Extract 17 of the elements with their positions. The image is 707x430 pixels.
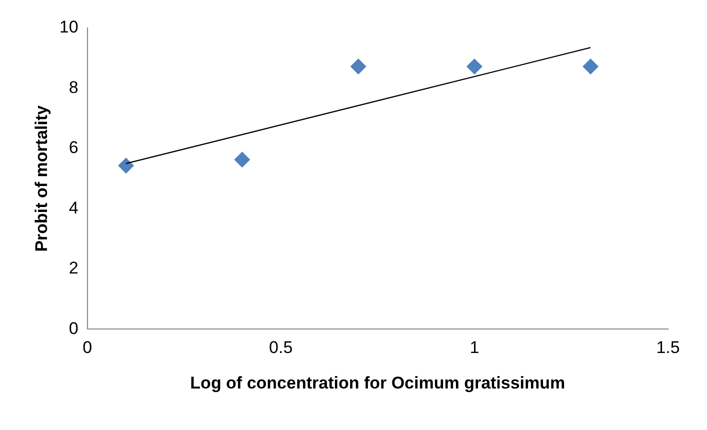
y-axis-title: Probit of mortality xyxy=(32,104,51,252)
point xyxy=(118,158,134,174)
point xyxy=(582,58,599,75)
y-tick-label: 10 xyxy=(59,18,78,37)
point xyxy=(234,152,250,168)
y-tick-label: 6 xyxy=(68,138,78,158)
point xyxy=(466,58,482,75)
point xyxy=(350,58,366,75)
x-tick-label: 1.5 xyxy=(656,338,680,358)
x-tick-label: 0.5 xyxy=(269,338,293,358)
y-tick-label: 8 xyxy=(68,78,78,97)
y-tick-label: 2 xyxy=(68,258,78,278)
y-tick-label: 0 xyxy=(68,318,78,338)
x-tick-label: 0 xyxy=(82,338,92,358)
x-axis-title: Log of concentration for Ocimum gratissimum xyxy=(190,373,566,392)
x-tick-label: 1 xyxy=(470,338,480,358)
y-tick-label: 4 xyxy=(68,198,78,218)
